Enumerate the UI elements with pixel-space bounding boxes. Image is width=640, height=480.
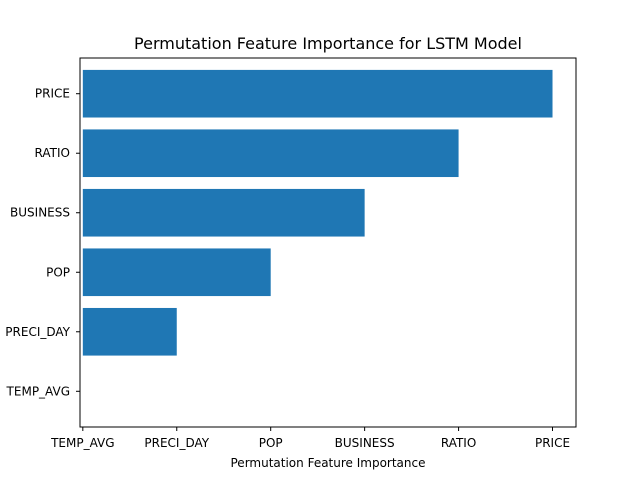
bar-business [82,188,365,237]
x-tick-label: RATIO [441,436,476,450]
y-tick-label: PRICE [35,87,70,101]
chart-title: Permutation Feature Importance for LSTM … [134,34,522,53]
y-tick-label: POP [46,265,70,279]
bar-price [82,69,553,118]
plot-frame [79,57,577,428]
x-tick-label: TEMP_AVG [50,436,114,450]
bars-group [82,69,553,356]
bar-pop [82,248,271,297]
x-tick-label: BUSINESS [335,436,395,450]
x-axis-label: Permutation Feature Importance [231,456,426,470]
x-tick-label: PRICE [535,436,570,450]
bar-ratio [82,129,459,178]
x-axis-ticks: TEMP_AVG PRECI_DAY POP BUSINESS RATIO PRICE [50,427,570,450]
x-tick-label: POP [259,436,283,450]
y-axis-ticks: TEMP_AVG PRECI_DAY POP BUSINESS RATIO PRICE [5,87,80,398]
x-tick-label: PRECI_DAY [144,436,209,450]
y-tick-label: BUSINESS [10,206,70,220]
y-tick-label: TEMP_AVG [6,384,70,398]
y-tick-label: PRECI_DAY [5,325,70,339]
bar-preci-day [82,307,177,356]
y-tick-label: RATIO [35,146,70,160]
